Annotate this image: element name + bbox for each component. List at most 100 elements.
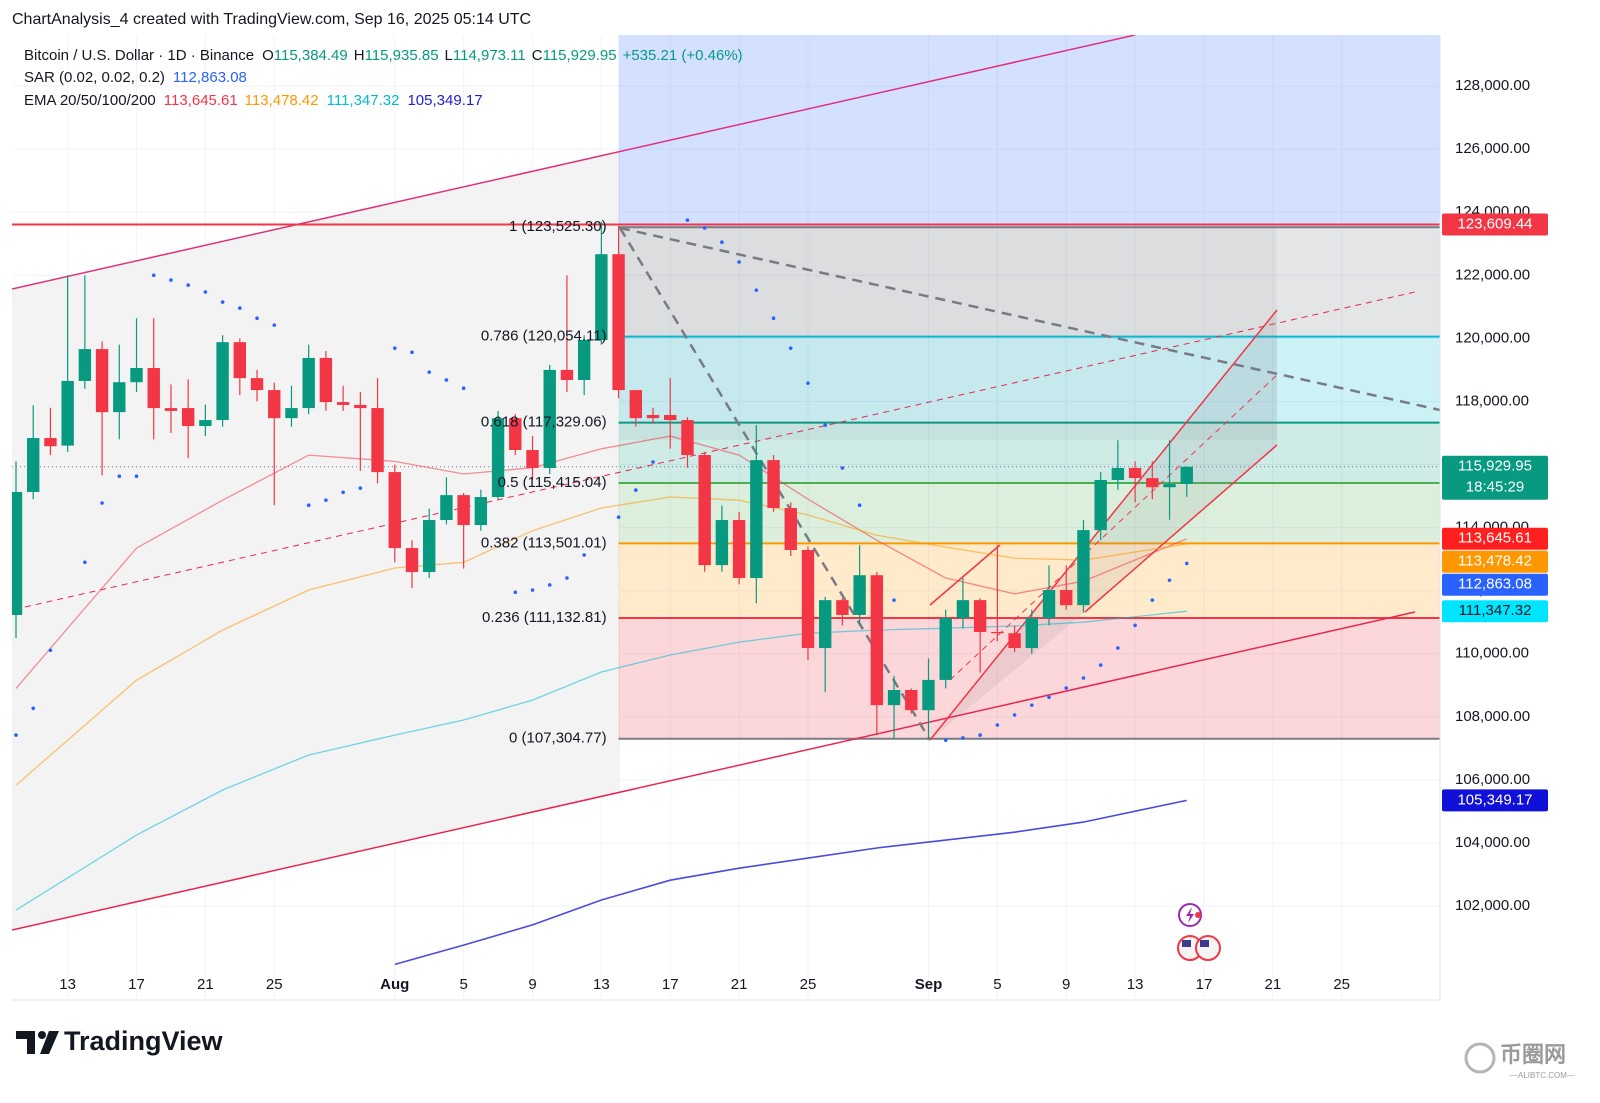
rising-channel-line <box>929 544 1001 606</box>
candle-body <box>388 472 401 549</box>
candle-body <box>457 495 470 526</box>
candle-body <box>991 631 1004 634</box>
y-tick-label: 122,000.00 <box>1455 266 1530 283</box>
candle-body <box>853 575 866 615</box>
rising-channel-mid <box>949 374 1278 681</box>
candle-body <box>922 679 935 711</box>
candle-body <box>371 408 384 473</box>
legend-change: +535.21 (+0.46%) <box>623 47 743 64</box>
watermark: 币圈网 —ALIBTC.COM— <box>1464 1042 1575 1080</box>
ema-legend: EMA 20/50/100/200 113,645.61 113,478.42 111… <box>24 92 483 109</box>
x-tick-label: 25 <box>266 976 283 993</box>
candle-body <box>491 418 505 498</box>
ema-line <box>15 435 1187 689</box>
price-tag-label: 105,349.17 <box>1457 791 1532 808</box>
candle-body <box>354 404 367 409</box>
candle-body <box>1025 618 1038 649</box>
candle-body <box>560 369 574 381</box>
flag-icon <box>1200 940 1209 947</box>
candle-body <box>1008 633 1021 649</box>
sar-dot <box>737 260 741 264</box>
candle-body <box>956 600 970 619</box>
legend-value: 115,929.95 <box>543 47 617 64</box>
sar-dot <box>117 474 122 478</box>
x-tick-label: 21 <box>731 976 748 993</box>
candle-body <box>440 495 453 521</box>
price-tags: 123,609.44 115,929.95 18:45:29 113,645.61 11… <box>1442 213 1548 812</box>
candle-body <box>887 690 901 706</box>
candle-body <box>44 438 57 447</box>
logo-mark <box>16 1031 35 1054</box>
logo-text: TradingView <box>64 1026 224 1056</box>
sar-dot <box>771 316 776 320</box>
price-tag <box>1442 213 1548 236</box>
candle-body <box>1094 479 1107 531</box>
candle-body <box>939 618 952 680</box>
candle-body <box>95 349 109 413</box>
sar-dot <box>1029 703 1034 707</box>
sar-dot <box>324 498 328 502</box>
candle-body <box>1180 466 1193 484</box>
sar-dot <box>530 588 535 592</box>
candle-body <box>767 460 780 509</box>
candle-body <box>1042 590 1056 619</box>
watermark-icon <box>1464 1042 1496 1074</box>
sar-dot <box>1012 713 1017 717</box>
sar-dot <box>995 723 1000 727</box>
price-tag-label: 111,347.32 <box>1459 602 1532 619</box>
sar-dot <box>306 503 311 508</box>
sar-dot <box>634 488 638 492</box>
x-tick-label: 21 <box>1264 976 1281 993</box>
fib-retracement <box>618 35 1440 740</box>
y-tick-label: 102,000.00 <box>1455 897 1530 914</box>
sar-dot <box>1064 686 1069 690</box>
candle-body <box>801 549 815 649</box>
y-tick-label: 118,000.00 <box>1455 392 1529 409</box>
sar-dot <box>806 381 810 385</box>
event-icon <box>1186 907 1194 923</box>
logo-mark <box>38 1031 46 1039</box>
channel-lower <box>12 611 1416 931</box>
candle-body <box>612 254 625 391</box>
sar-value: 112,863.08 <box>173 69 247 86</box>
candle-body <box>336 402 350 405</box>
sar-name: SAR (0.02, 0.02, 0.2) <box>24 69 165 86</box>
sar-dot <box>151 273 156 278</box>
x-tick-label: 13 <box>1127 976 1144 993</box>
legend-key: L <box>445 47 453 64</box>
y-tick-label: 104,000.00 <box>1455 834 1530 851</box>
sar-dot <box>1098 663 1103 667</box>
sar-dot <box>616 515 621 519</box>
sar-legend: SAR (0.02, 0.02, 0.2) 112,863.08 <box>24 69 247 86</box>
sar-dot <box>513 590 518 595</box>
candle-body <box>216 342 229 421</box>
sar-dot <box>410 350 414 355</box>
y-tick-label: 110,000.00 <box>1455 645 1529 662</box>
sar-dot <box>892 598 896 602</box>
sar-dot <box>651 460 655 464</box>
price-tag-label: 113,478.42 <box>1458 553 1532 570</box>
y-tick-label: 106,000.00 <box>1455 771 1530 788</box>
ema-value: 113,478.42 <box>245 92 319 109</box>
candle-body <box>715 520 729 566</box>
sar-dot <box>1150 598 1155 602</box>
candles <box>12 222 1193 739</box>
sar-dot <box>685 218 690 222</box>
ema-value: 105,349.17 <box>407 92 482 109</box>
countdown: 18:45:29 <box>1466 479 1524 496</box>
candle-body <box>784 508 797 550</box>
candle-body <box>698 455 711 566</box>
sar-dot <box>100 501 104 505</box>
sar-dot <box>203 290 208 294</box>
candle-body <box>1060 590 1073 606</box>
candle-body <box>27 438 40 492</box>
rising-channel-line <box>1084 444 1278 613</box>
candle-body <box>526 450 539 468</box>
x-tick-label: Sep <box>915 976 943 993</box>
candle-body <box>818 600 832 649</box>
sar-dot <box>978 733 982 737</box>
sar-dot <box>702 226 707 230</box>
plot-area <box>12 35 1440 966</box>
sar-dot <box>134 474 139 478</box>
x-tick-label: 25 <box>800 976 817 993</box>
